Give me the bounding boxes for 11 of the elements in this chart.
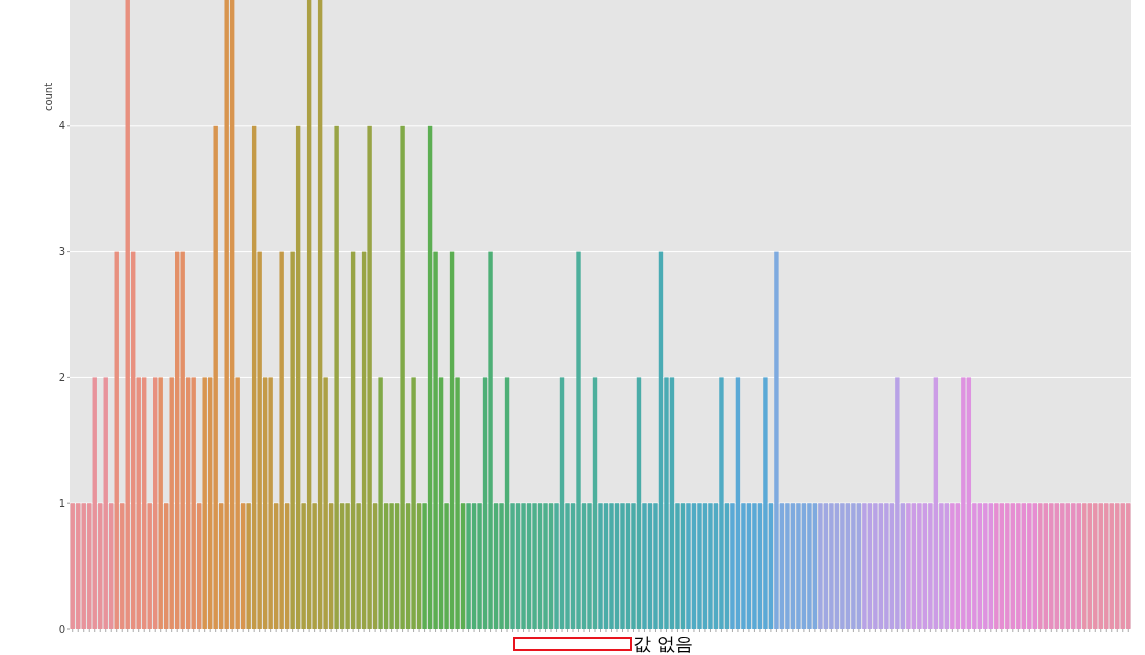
y-axis-title: count — [43, 82, 54, 112]
y-tick-label: 4 — [58, 120, 65, 132]
y-tick-label: 0 — [58, 623, 65, 635]
bar — [1076, 503, 1081, 629]
bar — [1038, 503, 1043, 629]
y-tick-label: 1 — [58, 497, 65, 509]
y-tick-label: 2 — [58, 371, 65, 383]
x-axis-title: 값 없음 — [633, 633, 693, 654]
y-tick-label: 3 — [58, 246, 65, 258]
bar — [1032, 503, 1037, 629]
bar — [1082, 503, 1087, 629]
